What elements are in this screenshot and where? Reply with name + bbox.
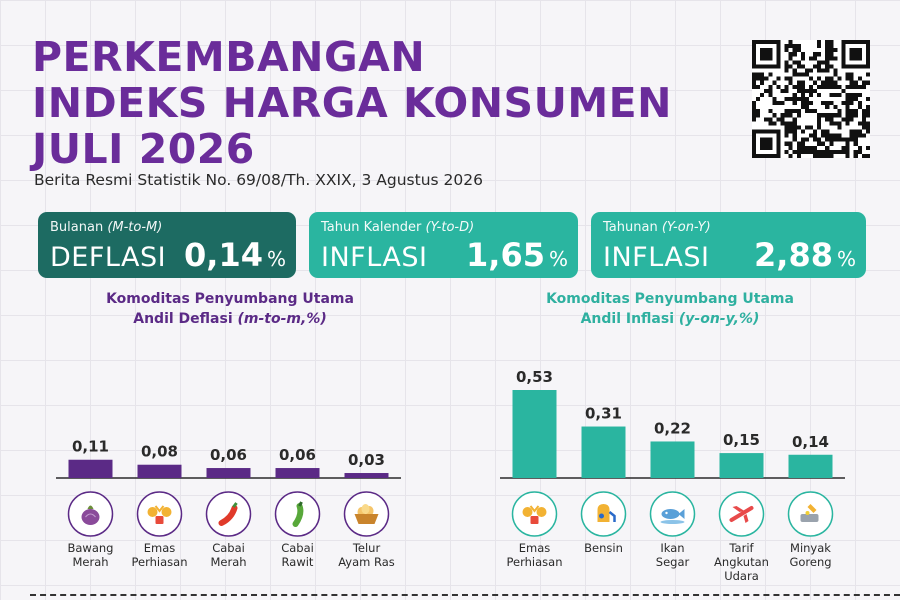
title-line-3: JULI 2026 bbox=[32, 125, 255, 173]
inflation-value-label-minyak-goreng: 0,14 bbox=[792, 433, 829, 451]
title-line-2: INDEKS HARGA KONSUMEN bbox=[32, 79, 672, 127]
card-yoy-unit: % bbox=[836, 247, 856, 271]
card-yoy-label: Tahunan bbox=[603, 220, 658, 235]
inflation-bar-ikan-segar bbox=[650, 441, 695, 478]
card-monthly-unit: % bbox=[266, 247, 286, 271]
inflation-bar-minyak-goreng bbox=[788, 454, 833, 478]
card-ytd-label-italic: (Y-to-D) bbox=[425, 220, 475, 235]
inflation-section-title-line1: Komoditas Penyumbang Utama bbox=[546, 291, 794, 307]
deflation-value-label-cabai-rawit: 0,06 bbox=[279, 446, 316, 464]
card-ytd-value: 1,65 bbox=[466, 236, 545, 274]
deflation-category-label-emas-perhiasan: Emas Perhiasan bbox=[132, 541, 188, 569]
inflation-category-label-emas-perhiasan: Emas Perhiasan bbox=[507, 541, 563, 569]
deflation-category-label-cabai-rawit: Cabai Rawit bbox=[281, 541, 314, 569]
deflation-bar-cabai-merah bbox=[206, 468, 251, 478]
inflation-value-label-emas-perhiasan: 0,53 bbox=[516, 368, 553, 386]
card-ytd-unit: % bbox=[548, 247, 568, 271]
inflation-category-label-ikan-segar: Ikan Segar bbox=[656, 541, 690, 569]
inflation-value-label-bensin: 0,31 bbox=[585, 405, 622, 423]
deflation-category-label-cabai-merah: Cabai Merah bbox=[210, 541, 246, 569]
deflation-section-title-line2: Andil Deflasi bbox=[133, 311, 238, 327]
card-monthly-kind: DEFLASI bbox=[50, 242, 167, 273]
deflation-value-label-cabai-merah: 0,06 bbox=[210, 446, 247, 464]
inflation-bar-bensin bbox=[581, 426, 626, 478]
red-chili-icon bbox=[218, 502, 238, 526]
inflation-value-label-tarif-angkutan-udara: 0,15 bbox=[723, 431, 760, 449]
card-yoy-kind: INFLASI bbox=[603, 242, 710, 273]
card-monthly-label-italic: (M-to-M) bbox=[107, 220, 163, 235]
card-ytd: Tahun Kalender (Y-to-D) INFLASI 1,65% bbox=[309, 212, 578, 278]
card-yoy: Tahunan (Y-on-Y) INFLASI 2,88% bbox=[591, 212, 866, 278]
deflation-section-title: Komoditas Penyumbang Utama Andil Deflasi… bbox=[100, 289, 360, 329]
card-monthly-label: Bulanan bbox=[50, 220, 104, 235]
deflation-icon-bg-emas-perhiasan bbox=[136, 491, 183, 537]
card-monthly-value: 0,14 bbox=[184, 236, 263, 274]
jewelry-icon bbox=[147, 505, 172, 524]
page-title: PERKEMBANGAN INDEKS HARGA KONSUMEN JULI … bbox=[32, 34, 672, 172]
deflation-category-label-telur-ayam-ras: Telur Ayam Ras bbox=[338, 541, 395, 569]
inflation-category-label-minyak-goreng: Minyak Goreng bbox=[789, 541, 831, 569]
fuel-pump-icon bbox=[597, 504, 616, 522]
deflation-bar-telur-ayam-ras bbox=[344, 473, 389, 478]
airplane-icon bbox=[729, 506, 754, 523]
card-monthly: Bulanan (M-to-M) DEFLASI 0,14% bbox=[38, 212, 296, 278]
jewelry-icon bbox=[522, 505, 547, 524]
card-ytd-label: Tahun Kalender bbox=[321, 220, 422, 235]
deflation-section-title-unit: (m-to-m,%) bbox=[237, 311, 327, 327]
section-divider bbox=[30, 594, 900, 596]
inflation-section-title-unit: (y-on-y,%) bbox=[678, 311, 760, 327]
inflation-category-label-bensin: Bensin bbox=[584, 541, 623, 555]
green-chili-icon bbox=[292, 501, 304, 527]
onion-icon bbox=[81, 505, 100, 525]
deflation-value-label-emas-perhiasan: 0,08 bbox=[141, 443, 178, 461]
qr-code-icon[interactable] bbox=[752, 40, 870, 158]
fish-icon bbox=[660, 509, 685, 524]
egg-basket-icon bbox=[354, 504, 379, 524]
inflation-category-label-tarif-angkutan-udara: Tarif Angkutan Udara bbox=[714, 541, 769, 583]
card-yoy-value: 2,88 bbox=[754, 236, 833, 274]
inflation-value-label-ikan-segar: 0,22 bbox=[654, 419, 691, 437]
deflation-bar-bawang-merah bbox=[68, 459, 113, 478]
inflation-bar-tarif-angkutan-udara bbox=[719, 453, 764, 478]
inflation-section-title: Komoditas Penyumbang Utama Andil Inflasi… bbox=[540, 289, 800, 329]
deflation-value-label-bawang-merah: 0,11 bbox=[72, 438, 109, 456]
title-line-1: PERKEMBANGAN bbox=[32, 33, 426, 81]
deflation-value-label-telur-ayam-ras: 0,03 bbox=[348, 451, 385, 469]
inflation-section-title-line2: Andil Inflasi bbox=[580, 311, 679, 327]
deflation-bar-cabai-rawit bbox=[275, 468, 320, 478]
deflation-bar-emas-perhiasan bbox=[137, 464, 182, 478]
inflation-icon-bg-emas-perhiasan bbox=[511, 491, 558, 537]
card-yoy-label-italic: (Y-on-Y) bbox=[661, 220, 711, 235]
deflation-section-title-line1: Komoditas Penyumbang Utama bbox=[106, 291, 354, 307]
inflation-bar-emas-perhiasan bbox=[512, 390, 557, 478]
cooking-oil-icon bbox=[800, 504, 819, 522]
deflation-category-label-bawang-merah: Bawang Merah bbox=[68, 541, 114, 569]
card-ytd-kind: INFLASI bbox=[321, 242, 428, 273]
page-subtitle: Berita Resmi Statistik No. 69/08/Th. XXI… bbox=[34, 171, 483, 189]
